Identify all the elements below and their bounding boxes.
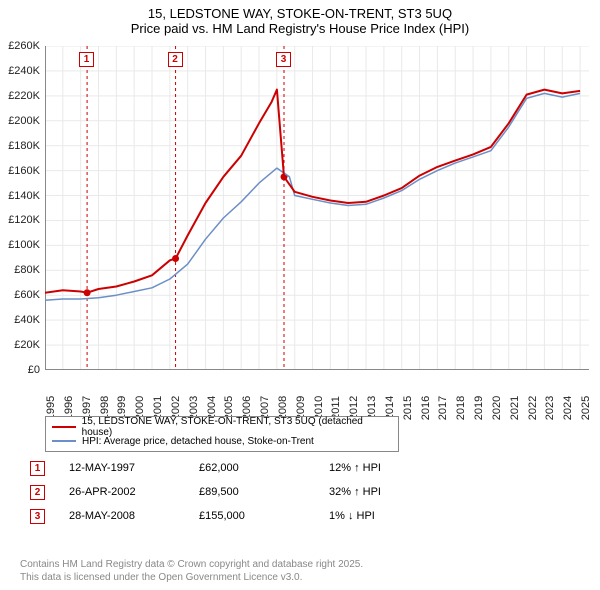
event-row: 3 28-MAY-2008£155,0001% ↓ HPI bbox=[30, 504, 570, 528]
chart-container: 15, LEDSTONE WAY, STOKE-ON-TRENT, ST3 5U… bbox=[0, 0, 600, 590]
plot-svg bbox=[45, 46, 589, 370]
event-marker: 3 bbox=[30, 509, 45, 524]
y-tick-label: £140K bbox=[8, 190, 40, 202]
event-row: 1 12-MAY-1997£62,00012% ↑ HPI bbox=[30, 456, 570, 480]
event-date: 12-MAY-1997 bbox=[69, 462, 199, 474]
y-tick-label: £40K bbox=[14, 314, 40, 326]
x-tick-label: 2015 bbox=[402, 396, 414, 420]
legend-swatch bbox=[52, 440, 76, 442]
event-date: 26-APR-2002 bbox=[69, 486, 199, 498]
event-price: £62,000 bbox=[199, 462, 329, 474]
event-row: 2 26-APR-2002£89,50032% ↑ HPI bbox=[30, 480, 570, 504]
x-tick-label: 2021 bbox=[509, 396, 521, 420]
y-tick-label: £180K bbox=[8, 140, 40, 152]
footer-attribution: Contains HM Land Registry data © Crown c… bbox=[20, 559, 363, 584]
y-tick-label: £160K bbox=[8, 165, 40, 177]
event-pct: 32% ↑ HPI bbox=[329, 486, 439, 498]
x-tick-label: 2016 bbox=[420, 396, 432, 420]
event-marker: 1 bbox=[30, 461, 45, 476]
event-pct: 1% ↓ HPI bbox=[329, 510, 439, 522]
x-tick-label: 2025 bbox=[580, 396, 592, 420]
y-tick-label: £60K bbox=[14, 289, 40, 301]
legend-row: 15, LEDSTONE WAY, STOKE-ON-TRENT, ST3 5U… bbox=[52, 420, 392, 434]
footer-line-1: Contains HM Land Registry data © Crown c… bbox=[20, 559, 363, 572]
chart-area bbox=[45, 46, 589, 370]
legend-label: HPI: Average price, detached house, Stok… bbox=[82, 436, 314, 447]
marker-box-1: 1 bbox=[79, 52, 94, 67]
x-axis-labels: 1995199619971998199920002001200220032004… bbox=[45, 374, 589, 418]
x-tick-label: 2024 bbox=[562, 396, 574, 420]
event-price: £155,000 bbox=[199, 510, 329, 522]
event-pct: 12% ↑ HPI bbox=[329, 462, 439, 474]
x-tick-label: 2019 bbox=[473, 396, 485, 420]
title-block: 15, LEDSTONE WAY, STOKE-ON-TRENT, ST3 5U… bbox=[0, 0, 600, 36]
y-tick-label: £100K bbox=[8, 239, 40, 251]
legend-swatch bbox=[52, 426, 76, 428]
y-tick-label: £80K bbox=[14, 264, 40, 276]
marker-box-2: 2 bbox=[168, 52, 183, 67]
events-table: 1 12-MAY-1997£62,00012% ↑ HPI 2 26-APR-2002… bbox=[30, 456, 570, 528]
x-tick-label: 2017 bbox=[437, 396, 449, 420]
y-tick-label: £0 bbox=[28, 364, 40, 376]
event-date: 28-MAY-2008 bbox=[69, 510, 199, 522]
title-line-2: Price paid vs. HM Land Registry's House … bbox=[0, 21, 600, 36]
y-axis-labels: £0£20K£40K£60K£80K£100K£120K£140K£160K£1… bbox=[0, 46, 42, 370]
x-tick-label: 2020 bbox=[491, 396, 503, 420]
y-tick-label: £200K bbox=[8, 115, 40, 127]
y-tick-label: £240K bbox=[8, 65, 40, 77]
y-tick-label: £120K bbox=[8, 214, 40, 226]
title-line-1: 15, LEDSTONE WAY, STOKE-ON-TRENT, ST3 5U… bbox=[0, 6, 600, 21]
x-tick-label: 2022 bbox=[527, 396, 539, 420]
marker-box-3: 3 bbox=[276, 52, 291, 67]
event-price: £89,500 bbox=[199, 486, 329, 498]
y-tick-label: £220K bbox=[8, 90, 40, 102]
event-marker: 2 bbox=[30, 485, 45, 500]
x-tick-label: 2023 bbox=[544, 396, 556, 420]
y-tick-label: £260K bbox=[8, 40, 40, 52]
x-tick-label: 2018 bbox=[455, 396, 467, 420]
legend-box: 15, LEDSTONE WAY, STOKE-ON-TRENT, ST3 5U… bbox=[45, 416, 399, 452]
y-tick-label: £20K bbox=[14, 339, 40, 351]
footer-line-2: This data is licensed under the Open Gov… bbox=[20, 572, 363, 585]
